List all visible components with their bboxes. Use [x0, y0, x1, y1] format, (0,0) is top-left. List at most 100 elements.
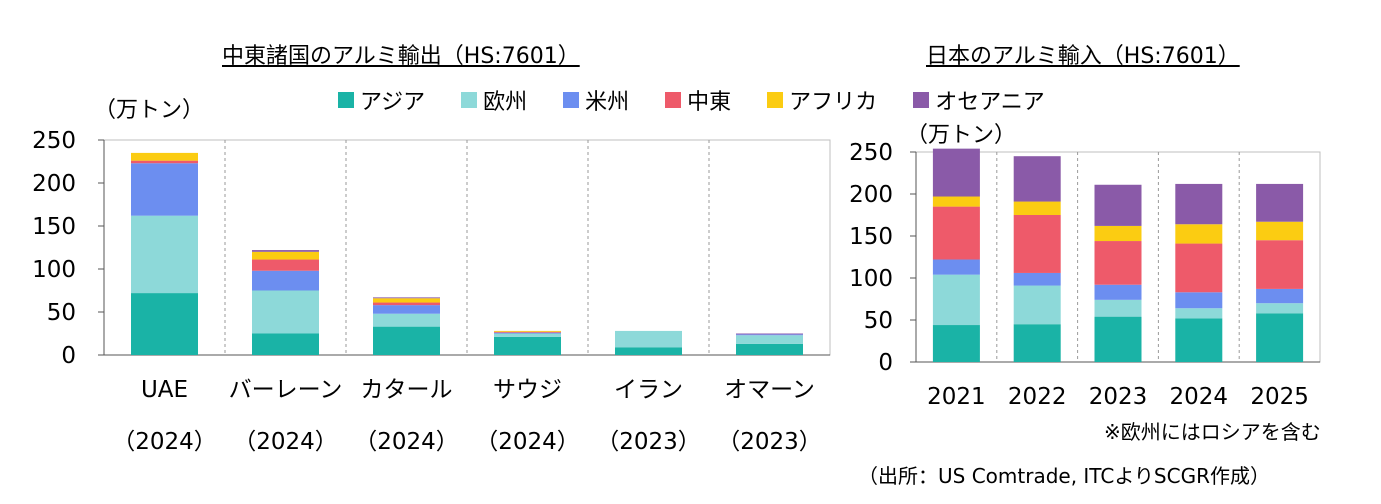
right-bar-oceania [1094, 184, 1142, 226]
right-bar-oceania [1013, 156, 1061, 202]
right-bar-europe [1256, 303, 1304, 314]
left-x-tick-year-label: （2024） [354, 429, 459, 455]
right-bar-africa [1013, 201, 1061, 215]
left-bar-oceania [736, 333, 803, 335]
right-bar-europe [932, 274, 980, 326]
right-bar-oceania [1175, 183, 1223, 225]
right-y-tick-label: 250 [849, 140, 893, 166]
left-bar-oceania [252, 250, 319, 252]
left-bar-asia [131, 293, 198, 355]
right-bar-america [1256, 288, 1304, 304]
legend-item-middle_east: 中東 [665, 84, 731, 116]
right-bar-asia [1256, 313, 1304, 362]
right-bar-middle_east [1094, 241, 1142, 285]
left-x-tick-year-label: （2024） [233, 429, 338, 455]
right-x-tick-label: 2025 [1250, 384, 1309, 410]
left-bar-asia [252, 333, 319, 355]
left-bar-america [252, 270, 319, 291]
legend-label-africa: アフリカ [789, 90, 878, 115]
legend: アジア 欧州 米州 中東 アフリカ オセアニア [338, 84, 1081, 116]
right-x-tick-label: 2024 [1170, 384, 1229, 410]
right-bar-middle_east [1013, 215, 1061, 273]
left-bar-europe [494, 333, 561, 337]
left-bar-europe [252, 290, 319, 334]
right-bar-europe [1094, 299, 1142, 317]
right-bar-europe [1175, 308, 1223, 319]
legend-label-oceania: オセアニア [935, 90, 1045, 115]
right-x-tick-label: 2022 [1008, 384, 1067, 410]
legend-swatch-asia [338, 92, 354, 108]
right-bar-asia [932, 325, 980, 362]
right-x-tick-label: 2023 [1089, 384, 1148, 410]
left-bar-africa [252, 251, 319, 260]
left-y-tick-label: 0 [61, 343, 76, 369]
left-y-tick-label: 50 [47, 300, 76, 326]
right-bar-america [1094, 284, 1142, 300]
left-bar-oceania [373, 297, 440, 299]
right-bar-oceania [932, 148, 980, 197]
right-bar-asia [1013, 324, 1061, 362]
left-bar-middle_east [373, 302, 440, 306]
left-y-tick-label: 100 [32, 257, 76, 283]
legend-item-asia: アジア [338, 84, 425, 116]
legend-item-africa: アフリカ [767, 84, 877, 116]
legend-label-asia: アジア [360, 90, 426, 115]
left-bar-africa [494, 330, 561, 332]
left-bar-asia [736, 343, 803, 355]
right-bar-africa [1094, 225, 1142, 242]
left-x-tick-year-label: （2023） [717, 429, 822, 455]
left-chart-title: 中東諸国のアルミ輸出（HS:7601） [222, 44, 580, 69]
left-bar-europe [736, 335, 803, 344]
left-bar-europe [615, 330, 682, 348]
right-bar-oceania [1256, 183, 1304, 222]
right-bar-america [1175, 292, 1223, 309]
right-y-tick-label: 150 [849, 224, 893, 250]
left-bar-america [373, 305, 440, 314]
right-x-tick-label: 2021 [927, 384, 986, 410]
right-bar-america [932, 259, 980, 275]
right-bar-middle_east [1256, 240, 1304, 289]
source-note: （出所：US Comtrade, ITCよりSCGR作成） [858, 464, 1270, 488]
right-bar-asia [1175, 318, 1223, 362]
legend-label-america: 米州 [585, 90, 630, 115]
left-x-tick-year-label: （2023） [596, 429, 701, 455]
legend-swatch-middle_east [665, 92, 682, 108]
legend-label-middle_east: 中東 [687, 90, 732, 115]
right-y-tick-label: 200 [849, 182, 893, 208]
right-bar-africa [1175, 224, 1223, 244]
right-y-tick-label: 50 [864, 308, 893, 334]
left-bar-europe [131, 215, 198, 294]
right-y-tick-label: 0 [878, 350, 893, 376]
left-y-tick-label: 150 [32, 214, 76, 240]
russia-note: ※欧州にはロシアを含む [1104, 420, 1321, 444]
legend-swatch-oceania [913, 92, 930, 108]
left-x-tick-label: UAE [141, 377, 188, 403]
left-bar-america [736, 334, 803, 336]
legend-swatch-america [563, 92, 580, 108]
left-x-tick-label: イラン [614, 377, 683, 403]
legend-item-oceania: オセアニア [913, 84, 1045, 116]
left-y-tick-label: 200 [32, 171, 76, 197]
right-bar-middle_east [1175, 243, 1223, 293]
left-x-tick-label: バーレーン [229, 377, 343, 403]
left-bar-europe [373, 313, 440, 327]
left-x-tick-year-label: （2024） [112, 429, 217, 455]
legend-item-america: 米州 [563, 84, 629, 116]
right-bar-africa [1256, 221, 1304, 241]
right-y-axis-unit: （万トン） [906, 123, 1017, 148]
right-bar-america [1013, 272, 1061, 286]
left-bar-middle_east [252, 259, 319, 271]
left-y-axis-unit: （万トン） [94, 98, 205, 123]
left-x-tick-label: サウジ [493, 377, 562, 403]
legend-swatch-africa [767, 92, 784, 108]
left-bar-africa [373, 298, 440, 303]
left-bar-africa [131, 152, 198, 161]
left-bar-asia [494, 336, 561, 355]
left-x-tick-label: オマーン [724, 377, 815, 403]
right-bar-middle_east [932, 206, 980, 260]
left-bar-america [494, 332, 561, 334]
left-y-tick-label: 250 [32, 128, 76, 154]
left-bar-america [131, 163, 198, 216]
